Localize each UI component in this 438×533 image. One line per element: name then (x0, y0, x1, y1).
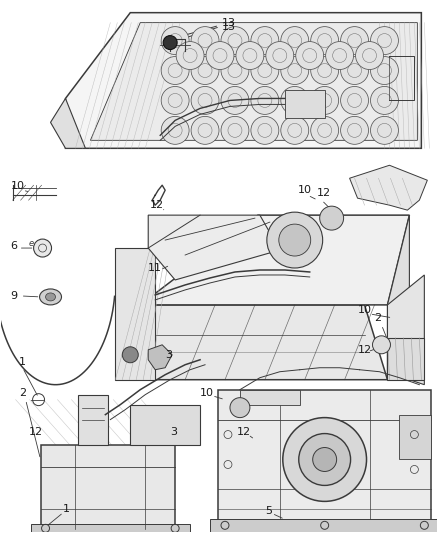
Text: 12: 12 (317, 188, 331, 198)
Polygon shape (350, 165, 427, 210)
Circle shape (281, 27, 309, 54)
Polygon shape (148, 215, 280, 280)
Circle shape (371, 56, 399, 84)
Text: 11: 11 (148, 263, 162, 273)
Circle shape (206, 42, 234, 69)
Circle shape (371, 86, 399, 115)
Circle shape (311, 116, 339, 144)
Circle shape (251, 56, 279, 84)
Circle shape (221, 56, 249, 84)
Circle shape (281, 116, 309, 144)
Text: 10: 10 (200, 387, 214, 398)
Circle shape (251, 116, 279, 144)
Circle shape (371, 116, 399, 144)
Circle shape (311, 86, 339, 115)
Circle shape (311, 27, 339, 54)
Circle shape (311, 56, 339, 84)
Circle shape (251, 86, 279, 115)
Text: 12: 12 (150, 200, 164, 210)
Circle shape (221, 27, 249, 54)
Circle shape (221, 116, 249, 144)
Text: 13: 13 (186, 18, 236, 35)
Text: 3: 3 (165, 350, 172, 360)
Text: 9: 9 (11, 291, 18, 301)
Polygon shape (399, 415, 431, 459)
Polygon shape (66, 13, 421, 148)
Circle shape (356, 42, 384, 69)
Polygon shape (130, 405, 200, 445)
Text: 2: 2 (19, 387, 26, 398)
Circle shape (267, 212, 323, 268)
Circle shape (161, 27, 189, 54)
Text: 6: 6 (11, 241, 18, 251)
Polygon shape (388, 215, 410, 379)
Circle shape (341, 56, 368, 84)
Polygon shape (218, 390, 431, 529)
Polygon shape (210, 519, 438, 532)
Circle shape (371, 27, 399, 54)
Ellipse shape (46, 293, 56, 301)
Circle shape (191, 86, 219, 115)
Circle shape (281, 86, 309, 115)
Circle shape (191, 27, 219, 54)
Text: 2: 2 (374, 313, 381, 323)
Circle shape (299, 433, 350, 486)
Polygon shape (148, 345, 172, 370)
Text: 3: 3 (170, 426, 177, 437)
Text: 1: 1 (19, 357, 26, 367)
Circle shape (341, 27, 368, 54)
Circle shape (176, 42, 204, 69)
Circle shape (236, 42, 264, 69)
Circle shape (266, 42, 294, 69)
Text: 12: 12 (237, 426, 251, 437)
Polygon shape (90, 22, 417, 140)
Polygon shape (388, 275, 424, 385)
Polygon shape (78, 394, 108, 445)
Circle shape (191, 56, 219, 84)
Circle shape (161, 86, 189, 115)
Circle shape (161, 116, 189, 144)
Polygon shape (41, 445, 175, 529)
Circle shape (341, 86, 368, 115)
Circle shape (230, 398, 250, 417)
Text: 13: 13 (222, 22, 236, 31)
Circle shape (34, 239, 52, 257)
Polygon shape (140, 215, 410, 305)
Polygon shape (388, 338, 424, 379)
Circle shape (341, 116, 368, 144)
Circle shape (221, 86, 249, 115)
Text: 12: 12 (28, 426, 43, 437)
Circle shape (326, 42, 353, 69)
Circle shape (283, 417, 367, 502)
Circle shape (191, 116, 219, 144)
Text: 10: 10 (298, 185, 312, 195)
Text: 12: 12 (357, 345, 372, 355)
Text: 10: 10 (11, 181, 25, 191)
Circle shape (372, 336, 390, 354)
Circle shape (279, 224, 311, 256)
Polygon shape (50, 99, 85, 148)
Circle shape (320, 206, 343, 230)
Circle shape (122, 347, 138, 363)
Circle shape (313, 448, 337, 472)
Ellipse shape (39, 289, 61, 305)
Polygon shape (115, 248, 155, 379)
Text: 1: 1 (63, 504, 70, 514)
Text: 5: 5 (265, 506, 272, 516)
Polygon shape (31, 524, 190, 532)
Circle shape (161, 56, 189, 84)
Circle shape (163, 36, 177, 50)
Circle shape (296, 42, 324, 69)
Polygon shape (140, 305, 388, 379)
Circle shape (281, 56, 309, 84)
Circle shape (251, 27, 279, 54)
Bar (285, 91, 325, 118)
Text: e: e (28, 239, 34, 248)
Polygon shape (240, 390, 300, 405)
Text: 10: 10 (357, 305, 371, 315)
